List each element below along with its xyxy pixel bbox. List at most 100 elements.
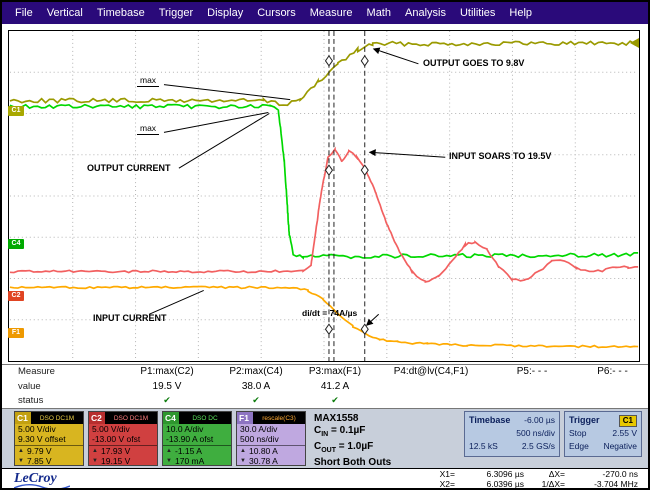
measure-header-p6[interactable]: P6:- - - [597,366,628,377]
measure-header-p5[interactable]: P5:- - - [516,366,548,377]
c1-label: C1 [17,413,28,423]
c2-label: C2 [91,413,102,423]
trigger-type: Edge [569,441,589,451]
measure-header-p1[interactable]: P1:max(C2) [140,366,194,377]
measure-value-p5 [487,380,577,394]
channel-marker-c4[interactable]: C4 [8,239,24,249]
menu-math[interactable]: Math [366,7,391,19]
status-check-p4 [375,394,487,407]
cout-note: COUT = 1.0µF [314,441,374,454]
lecroy-logo-text: LeCroy [14,471,57,486]
c1-offset: 9.30 V offset [18,434,66,444]
measure-row-label: Measure [18,366,55,377]
status-check-p2: ✔ [252,395,260,405]
device-name: MAX1558 [314,413,359,424]
channel-marker-c2[interactable]: C2 [8,291,24,301]
c1-meas1: 9.79 V [27,446,52,456]
measure-value-p4 [375,380,487,394]
cin-note: CIN = 0.1µF [314,425,366,438]
x2-label: X2= [439,478,455,489]
c1-meas2: 7.85 V [27,456,52,466]
measure-header-p4[interactable]: P4:dt@lv(C4,F1) [393,366,469,377]
invdx-value: -3.704 MHz [594,478,638,489]
status-check-p3: ✔ [331,395,339,405]
cursor1-marker-icon: ▲ [166,448,172,454]
timebase-offset: -6.00 µs [524,415,555,425]
trigger-slope: Negative [603,441,637,451]
c4-offset: -13.90 A ofst [166,434,214,444]
channel-panel-c1[interactable]: C1 DSO DC1M 5.00 V/div 9.30 V offset ▲ 9.… [14,411,84,466]
menu-help[interactable]: Help [509,7,533,19]
c4-scale: 10.0 A/div [166,424,204,434]
measure-header-p3[interactable]: P3:max(F1) [308,366,362,377]
c4-meas2: 170 mA [175,456,205,466]
measure-table: Measure P1:max(C2) P2:max(C4) P3:max(F1)… [2,364,648,408]
menu-vertical[interactable]: Vertical [46,7,83,19]
annotation-max-c4: max [137,123,160,135]
status-check-p6 [577,394,648,407]
timebase-samples: 12.5 kS [469,441,498,451]
cursor-readout: X1= 6.3096 µs ΔX= -270.0 ns X2= 6.0396 µ… [428,469,638,489]
annotation-output-current: OUTPUT CURRENT [87,163,171,173]
measure-value-p2: 38.0 A [241,381,271,392]
trigger-title: Trigger [569,415,600,425]
menu-utilities[interactable]: Utilities [459,7,496,19]
annotation-didt: di/dt = 74A/µs [302,308,358,318]
menu-bar: File Vertical Timebase Trigger Display C… [2,2,648,24]
menu-timebase[interactable]: Timebase [96,7,145,19]
cursor2-marker-icon: ▼ [240,458,246,464]
annotation-output-goes: OUTPUT GOES TO 9.8V [423,58,525,68]
descriptor-panel-strip: C1 DSO DC1M 5.00 V/div 9.30 V offset ▲ 9.… [2,408,648,468]
annotation-max-c1: max [137,75,160,87]
timebase-panel[interactable]: Timebase -6.00 µs 500 ns/div 12.5 kS 2.5… [464,411,560,457]
measure-value-p1: 19.5 V [152,381,182,392]
status-row-label: status [18,395,44,406]
value-row-label: value [18,381,41,392]
c2-scale: 5.00 V/div [92,424,130,434]
lecroy-logo: LeCroy [14,471,70,488]
invdx-label: 1/ΔX= [541,478,565,489]
annotation-input-soars: INPUT SOARS TO 19.5V [449,151,552,161]
channel-panel-c4[interactable]: C4 DSO DC 10.0 A/div -13.90 A ofst ▲ -1.1… [162,411,232,466]
cursor2-marker-icon: ▼ [166,458,172,464]
x1-label: X1= [439,469,455,479]
cursor2-marker-icon: ▼ [92,458,98,464]
trigger-panel[interactable]: Trigger C1 Stop 2.55 V Edge Negative [564,411,642,457]
f1-timebase: 500 ns/div [240,434,279,444]
menu-cursors[interactable]: Cursors [257,7,296,19]
measure-header-p2[interactable]: P2:max(C4) [229,366,283,377]
f1-meas2: 30.78 A [249,456,278,466]
trigger-source-badge[interactable]: C1 [618,414,637,427]
menu-trigger[interactable]: Trigger [158,7,194,19]
timebase-scale: 500 ns/div [516,428,555,438]
f1-scale: 30.0 A/div [240,424,278,434]
channel-marker-c1[interactable]: C1 [8,106,24,116]
measure-value-p6 [577,380,648,394]
status-check-p1: ✔ [163,395,171,405]
c1-scale: 5.00 V/div [18,424,56,434]
bottom-strip: LeCroy X1= 6.3096 µs ΔX= -270.0 ns X2= 6… [2,468,648,488]
c2-meas1: 17.93 V [101,446,131,456]
channel-marker-f1[interactable]: F1 [8,328,24,338]
cursor1-marker-icon: ▲ [18,448,24,454]
channel-panel-f1[interactable]: F1 rescale(C3) 30.0 A/div 500 ns/div ▲ 10… [236,411,306,466]
menu-measure[interactable]: Measure [309,7,353,19]
trace-f1-input-current [9,285,639,349]
c2-coupling-chip: DSO DC1M [105,412,157,424]
x2-value: 6.0396 µs [486,478,524,489]
menu-file[interactable]: File [15,7,33,19]
c1-trigger-level-arrow-icon[interactable] [630,38,639,48]
menu-analysis[interactable]: Analysis [405,7,446,19]
f1-meas1: 10.80 A [249,446,278,456]
c1-coupling-chip: DSO DC1M [31,412,83,424]
channel-panel-c2[interactable]: C2 DSO DC1M 5.00 V/div -13.00 V ofst ▲ 17… [88,411,158,466]
x1-value: 6.3096 µs [486,469,524,479]
waveform-grid: OUTPUT GOES TO 9.8V max max OUTPUT CURRE… [8,30,640,362]
cursor1-marker-icon: ▲ [240,448,246,454]
waveform-display [9,31,639,361]
dx-value: -270.0 ns [602,469,638,479]
f1-function-chip: rescale(C3) [253,412,305,424]
menu-display[interactable]: Display [207,7,244,19]
annotation-input-current: INPUT CURRENT [93,313,167,323]
